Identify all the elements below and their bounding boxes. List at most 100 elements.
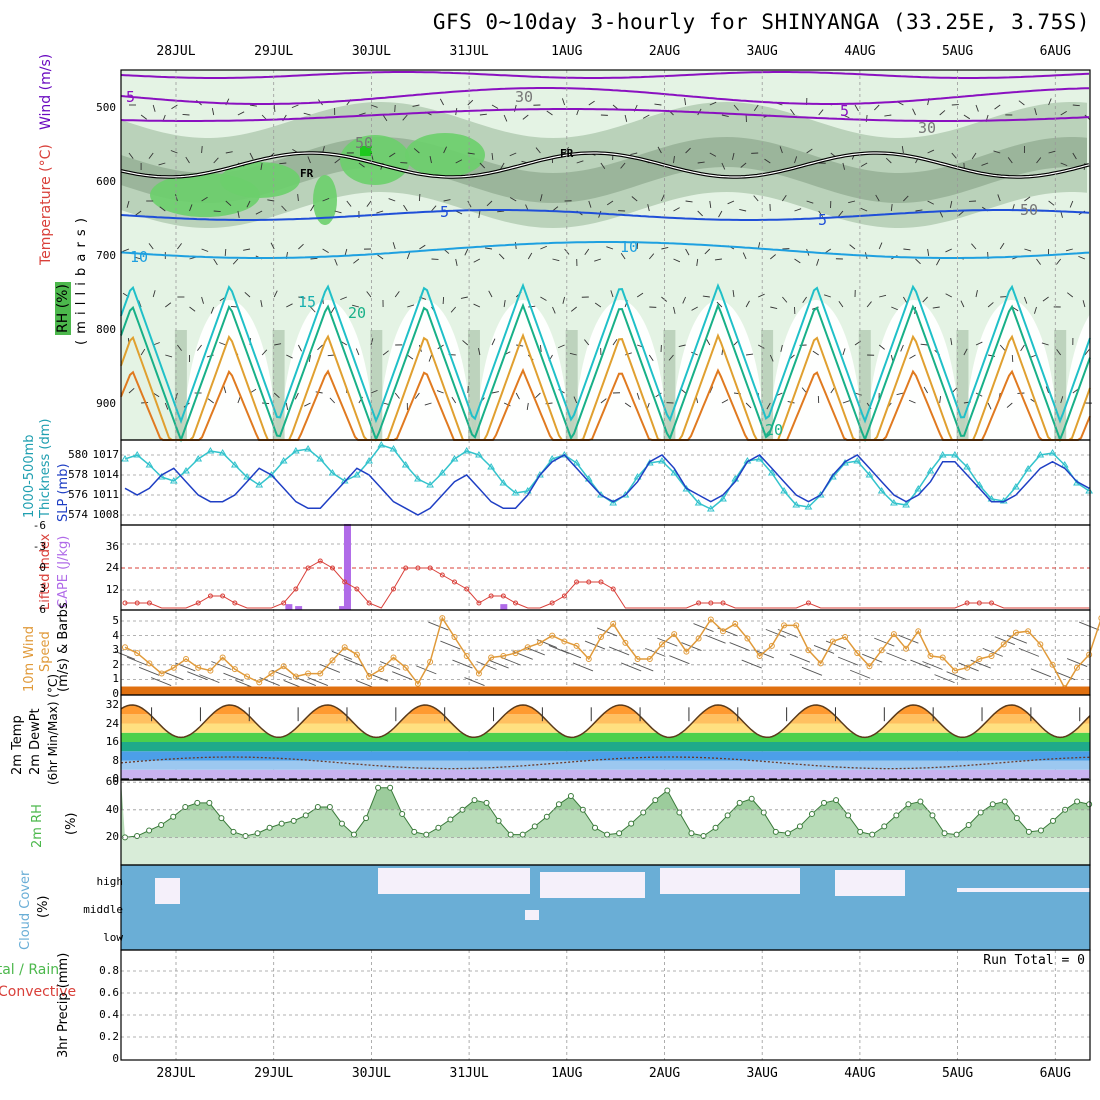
cape-bar <box>500 604 508 610</box>
wind-barb <box>163 671 184 681</box>
wind-barb <box>310 204 315 212</box>
wind-barb <box>291 104 299 109</box>
series-2m-temp <box>120 704 1091 739</box>
panel-border <box>120 439 1091 526</box>
wind-barb <box>261 349 268 356</box>
wind-barb <box>896 392 904 396</box>
cloud-level-label: low <box>103 931 123 944</box>
wind-barb <box>355 348 360 356</box>
wind-barb <box>210 306 215 314</box>
data-point <box>866 663 873 670</box>
data-point <box>781 622 788 629</box>
wind-barb <box>975 290 978 298</box>
rh-mask <box>121 780 1090 838</box>
wind-barb <box>294 392 299 400</box>
data-point <box>736 799 743 806</box>
wind-barb <box>308 354 311 362</box>
data-point <box>929 812 936 819</box>
data-point <box>427 658 434 665</box>
wind-barb <box>307 156 311 164</box>
data-point <box>158 670 165 677</box>
wind-barb <box>654 103 662 106</box>
upper-rh-moist-blob <box>340 135 410 185</box>
data-point <box>452 579 458 585</box>
cape-tick: 24 <box>105 561 119 574</box>
wind-barb <box>562 98 566 106</box>
wind-barb <box>958 210 965 216</box>
wind-barb <box>497 210 505 213</box>
wind-barb <box>491 391 499 394</box>
temp-tick: 0 <box>112 772 119 785</box>
wind-barb <box>900 344 904 352</box>
data-point <box>621 491 630 498</box>
data-point <box>389 445 398 452</box>
series-2m-dewpoint <box>120 756 1091 770</box>
wind-barb <box>648 354 654 362</box>
rh-tick: 40 <box>105 802 119 816</box>
wind-barb <box>286 354 293 359</box>
data-point <box>464 586 470 592</box>
slp-tick: 1011 <box>92 488 120 501</box>
data-point <box>865 471 874 478</box>
wind-barb <box>668 354 674 361</box>
data-point <box>976 655 983 662</box>
wind-barb <box>685 200 693 203</box>
date-label: 29JUL <box>254 44 294 59</box>
wind-barb <box>297 193 299 202</box>
contour-temp-5 <box>120 209 1090 221</box>
wind-barb <box>696 258 699 266</box>
date-label: 4AUG <box>844 1066 876 1081</box>
upper-rh-streak <box>467 330 480 440</box>
slp-tick: 1017 <box>92 448 120 461</box>
data-point <box>634 655 641 662</box>
upper-rh-streak <box>663 330 676 440</box>
wind-barb <box>922 661 943 670</box>
wind-barb <box>770 254 776 260</box>
wind-barb <box>945 248 952 253</box>
wind-barb <box>467 99 474 106</box>
wind-barb <box>394 291 400 298</box>
wind-tick: 5 <box>112 614 119 627</box>
data-point <box>878 647 885 654</box>
data-point <box>877 487 886 494</box>
wind-barb <box>148 152 154 159</box>
wind-barb <box>403 204 408 212</box>
rh-band <box>121 837 1090 865</box>
data-point <box>893 812 900 819</box>
temp-tick: 24 <box>105 716 119 730</box>
wind-barb <box>860 207 868 212</box>
data-point <box>158 821 165 828</box>
data-point <box>857 828 864 835</box>
data-point <box>664 787 671 794</box>
wind-barb <box>199 674 220 684</box>
wind-barb <box>685 147 691 154</box>
data-point <box>1085 487 1094 494</box>
wind-barb <box>678 344 686 348</box>
wind-barb <box>485 247 493 250</box>
upper-rh-streak <box>956 330 969 440</box>
series-slp <box>124 454 1090 516</box>
wind-barb <box>757 344 765 349</box>
wind-barb <box>1024 196 1031 202</box>
wind-barb <box>370 338 374 346</box>
wind-barb <box>260 300 263 308</box>
data-point <box>1024 465 1033 472</box>
temp-color-band <box>121 760 1090 770</box>
data-point <box>305 565 311 571</box>
wind-barb <box>923 386 928 394</box>
data-point <box>1037 641 1044 648</box>
data-point <box>326 804 333 811</box>
data-point <box>854 650 861 657</box>
data-point <box>133 451 142 458</box>
wind-barb <box>334 158 341 164</box>
wind-barb <box>322 248 329 253</box>
wind-barb <box>443 199 451 202</box>
wind-barb <box>647 204 650 212</box>
data-point <box>365 457 373 464</box>
wind-barb <box>486 200 493 207</box>
wind-barb <box>539 344 542 353</box>
wind-barb <box>249 152 254 160</box>
wind-barb <box>584 339 590 346</box>
wind-barb <box>1060 162 1068 167</box>
data-point <box>939 654 946 661</box>
